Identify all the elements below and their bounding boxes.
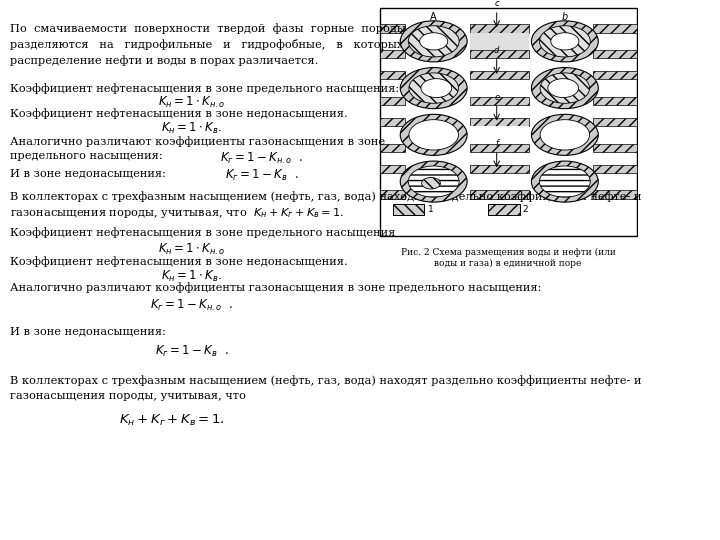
Ellipse shape <box>408 166 459 197</box>
Text: В коллекторах с трехфазным насыщением (нефть, газ, вода) находят раздельно коэфф: В коллекторах с трехфазным насыщением (н… <box>9 375 641 386</box>
Text: В коллекторах с трехфазным насыщением (нефть, газ, вода) находят раздельно коэфф: В коллекторах с трехфазным насыщением (н… <box>9 191 641 202</box>
Text: A: A <box>431 12 437 23</box>
Bar <box>469 144 529 152</box>
Bar <box>487 204 520 215</box>
Bar <box>379 8 637 237</box>
Bar <box>379 191 405 199</box>
Text: $K_г = 1 - K_в$  .: $K_г = 1 - K_в$ . <box>225 168 299 183</box>
Bar <box>469 71 529 79</box>
Bar <box>469 97 529 105</box>
Text: c: c <box>495 0 499 8</box>
Text: $K_н = 1 \cdot K_в.$: $K_н = 1 \cdot K_в.$ <box>161 121 222 136</box>
Ellipse shape <box>400 161 467 202</box>
Ellipse shape <box>531 21 598 62</box>
Ellipse shape <box>531 114 598 156</box>
Text: $K_н = 1 \cdot K_в.$: $K_н = 1 \cdot K_в.$ <box>161 269 222 285</box>
Ellipse shape <box>540 73 590 103</box>
Text: разделяются   на   гидрофильные   и   гидрофобные,   в   которых: разделяются на гидрофильные и гидрофобны… <box>9 39 402 50</box>
Text: $K_н = 1 \cdot K_{н.о}$: $K_н = 1 \cdot K_{н.о}$ <box>158 94 225 110</box>
Bar <box>392 204 425 215</box>
Ellipse shape <box>540 120 590 150</box>
Text: d: d <box>494 46 500 55</box>
Bar <box>379 71 405 79</box>
Bar <box>379 165 405 173</box>
Ellipse shape <box>420 33 448 50</box>
Bar <box>469 126 529 144</box>
Bar <box>469 165 529 173</box>
Bar <box>379 118 405 126</box>
Text: Аналогично различают коэффициенты газонасыщения в зоне: Аналогично различают коэффициенты газона… <box>9 136 384 147</box>
Text: Коэффициент нефтенасыщения в зоне недонасыщения.: Коэффициент нефтенасыщения в зоне недона… <box>9 109 347 119</box>
Text: $K_г = 1 - K_{н.о}$  .: $K_г = 1 - K_{н.о}$ . <box>220 151 303 166</box>
Text: $K_н + K_г + K_в = 1$.: $K_н + K_г + K_в = 1$. <box>120 413 225 428</box>
Text: 1: 1 <box>428 205 433 214</box>
Text: И в зоне недонасыщения:: И в зоне недонасыщения: <box>9 168 166 178</box>
Ellipse shape <box>409 120 459 150</box>
Ellipse shape <box>539 166 590 197</box>
Ellipse shape <box>400 68 467 109</box>
Ellipse shape <box>408 26 459 57</box>
Text: Коэффициент нефтенасыщения в зоне предельного насыщения:: Коэффициент нефтенасыщения в зоне предел… <box>9 83 399 93</box>
Text: Аналогично различают коэффициенты газонасыщения в зоне предельного насыщения:: Аналогично различают коэффициенты газона… <box>9 282 541 293</box>
Text: предельного насыщения:: предельного насыщения: <box>9 151 162 161</box>
Ellipse shape <box>531 161 598 202</box>
Text: $K_н = 1 \cdot K_{н.о}$: $K_н = 1 \cdot K_{н.о}$ <box>158 241 225 256</box>
Ellipse shape <box>548 79 579 98</box>
Bar <box>593 165 637 173</box>
Text: f: f <box>495 139 498 148</box>
Bar <box>469 191 529 199</box>
Ellipse shape <box>531 68 598 109</box>
Bar <box>379 24 405 32</box>
Bar <box>469 118 529 126</box>
Bar <box>469 24 529 32</box>
Ellipse shape <box>400 114 467 156</box>
Text: Коэффициент нефтенасыщения в зоне предельного насыщения: Коэффициент нефтенасыщения в зоне предел… <box>9 227 395 238</box>
Ellipse shape <box>422 178 441 189</box>
Bar <box>593 24 637 32</box>
Bar <box>379 144 405 152</box>
Text: По  смачиваемости  поверхности  твердой  фазы  горные  породы: По смачиваемости поверхности твердой фаз… <box>9 23 405 34</box>
Text: газонасыщения породы, учитывая, что: газонасыщения породы, учитывая, что <box>9 391 246 401</box>
Ellipse shape <box>421 79 451 98</box>
Bar <box>379 50 405 58</box>
Bar <box>593 50 637 58</box>
Text: $K_г = 1 - K_{н.о}$  .: $K_г = 1 - K_{н.о}$ . <box>150 298 233 313</box>
Ellipse shape <box>409 73 459 103</box>
Text: $K_г = 1 - K_в$  .: $K_г = 1 - K_в$ . <box>155 344 228 359</box>
Ellipse shape <box>400 21 467 62</box>
Bar <box>379 97 405 105</box>
Text: b: b <box>562 12 568 23</box>
Bar <box>593 191 637 199</box>
Ellipse shape <box>539 26 590 57</box>
Text: Коэффициент нефтенасыщения в зоне недонасыщения.: Коэффициент нефтенасыщения в зоне недона… <box>9 256 347 267</box>
Bar <box>469 33 529 50</box>
Text: 2: 2 <box>523 205 528 214</box>
Ellipse shape <box>551 33 579 50</box>
Text: распределение нефти и воды в порах различается.: распределение нефти и воды в порах разли… <box>9 55 318 66</box>
Bar <box>593 118 637 126</box>
Bar <box>469 50 529 58</box>
Text: e: e <box>494 93 499 102</box>
Text: И в зоне недонасыщения:: И в зоне недонасыщения: <box>9 327 166 337</box>
Text: Рис. 2 Схема размещения воды и нефти (или
воды и газа) в единичной поре: Рис. 2 Схема размещения воды и нефти (ил… <box>400 248 616 268</box>
Text: газонасыщения породы, учитывая, что  $K_н + K_г + K_в = 1$.: газонасыщения породы, учитывая, что $K_н… <box>9 206 344 220</box>
Bar <box>593 144 637 152</box>
Bar <box>593 97 637 105</box>
Bar <box>593 71 637 79</box>
